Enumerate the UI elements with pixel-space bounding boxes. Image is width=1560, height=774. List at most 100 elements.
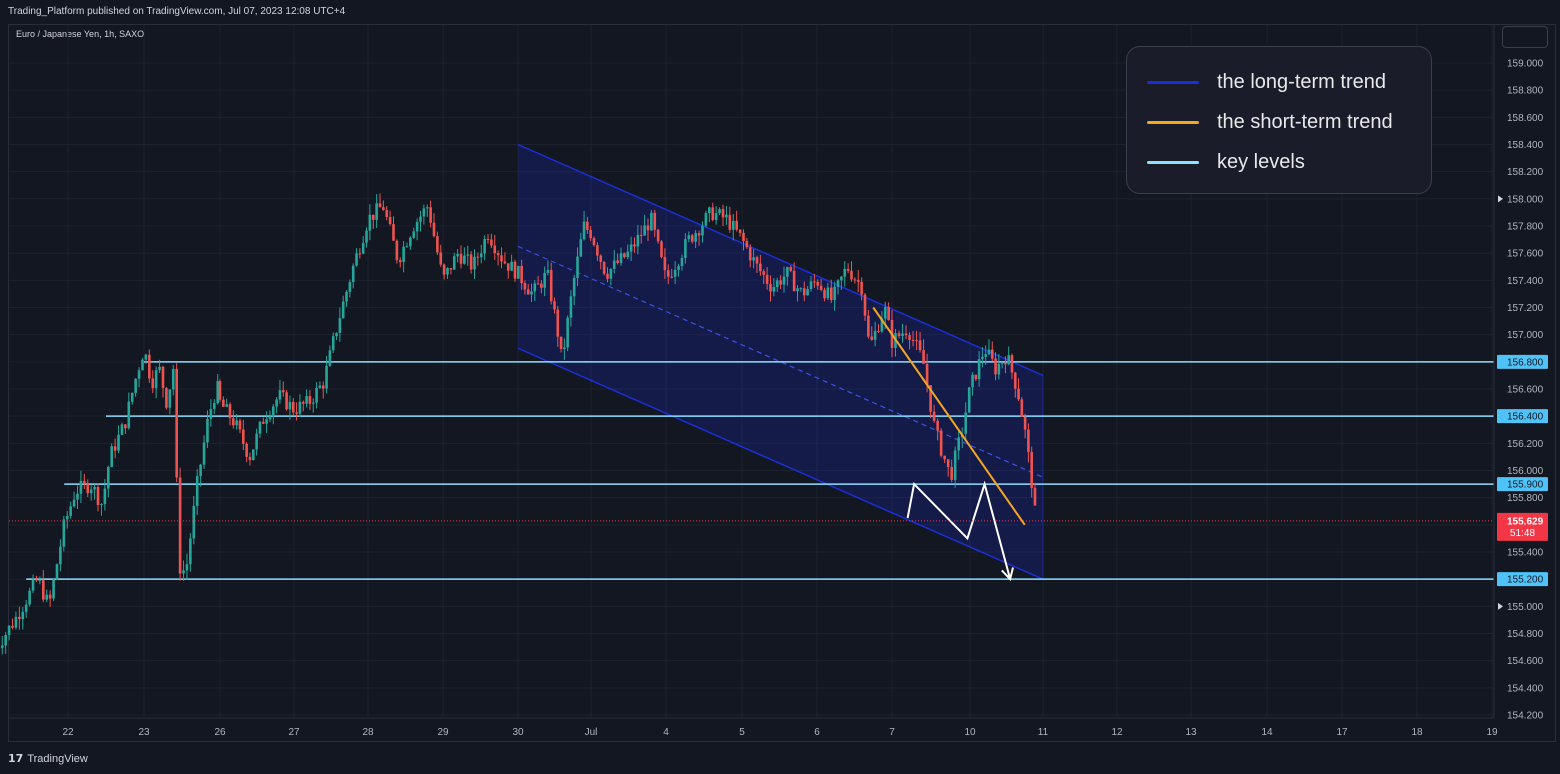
- candle-body: [86, 482, 90, 494]
- candle-body: [572, 277, 576, 297]
- candle-body: [469, 254, 473, 270]
- time-tick-label: 22: [62, 727, 74, 738]
- legend-swatch-long-term: [1147, 80, 1199, 84]
- tradingview-logo[interactable]: 17 TradingView: [8, 752, 88, 765]
- time-tick-label: 7: [889, 727, 895, 738]
- chart-settings-button[interactable]: [1502, 26, 1548, 48]
- candle-body: [563, 347, 566, 350]
- candle-body: [216, 381, 220, 404]
- time-tick-label: 19: [1486, 727, 1498, 738]
- candle-body: [964, 412, 968, 434]
- candle-body: [823, 289, 826, 299]
- candle-body: [432, 222, 436, 237]
- candle-body: [950, 466, 953, 480]
- candle-body: [100, 504, 103, 506]
- candle-body: [182, 570, 185, 574]
- candle-body: [656, 229, 660, 242]
- candle-body: [762, 271, 766, 275]
- candle-body: [89, 489, 93, 494]
- price-tick-label: 157.000: [1507, 330, 1544, 341]
- candle-body: [113, 446, 117, 451]
- candle-body: [285, 392, 288, 410]
- candle-body: [829, 287, 833, 301]
- candle-body: [1033, 487, 1037, 506]
- candle-body: [275, 399, 278, 407]
- candle-body: [72, 499, 76, 507]
- candle-body: [213, 403, 216, 409]
- candle-body: [517, 265, 520, 279]
- candle-body: [530, 291, 533, 295]
- candle-body: [759, 263, 762, 272]
- candle-body: [660, 241, 663, 258]
- tradingview-logo-icon: 17: [8, 752, 24, 765]
- candle-body: [915, 340, 918, 342]
- candle-body: [714, 213, 718, 220]
- candle-body: [199, 464, 202, 477]
- time-tick-label: 11: [1038, 727, 1049, 738]
- candle-body: [887, 307, 890, 321]
- candle-body: [904, 333, 908, 336]
- candle-body: [579, 239, 583, 257]
- candle-body: [261, 421, 265, 424]
- candle-body: [308, 396, 312, 404]
- candle-body: [402, 246, 405, 263]
- candle-body: [569, 296, 573, 318]
- candle-body: [202, 442, 206, 465]
- candle-body: [925, 363, 929, 386]
- candle-body: [45, 594, 49, 600]
- candle-body: [382, 207, 385, 211]
- candle-body: [358, 253, 362, 255]
- candle-body: [721, 209, 725, 218]
- candle-body: [697, 233, 701, 236]
- candle-body: [799, 288, 803, 290]
- price-tick-label: 154.400: [1507, 683, 1544, 694]
- candle-body: [405, 246, 409, 248]
- candle-body: [987, 349, 991, 355]
- candle-body: [375, 203, 378, 220]
- candle-body: [4, 634, 7, 646]
- candle-body: [873, 330, 877, 340]
- candle-body: [549, 269, 553, 302]
- candle-body: [826, 287, 830, 299]
- candle-body: [725, 214, 728, 218]
- candle-body: [536, 283, 540, 285]
- candle-body: [755, 257, 759, 264]
- candle-body: [984, 354, 987, 357]
- candle-body: [83, 480, 86, 483]
- candle-body: [62, 519, 66, 547]
- candle-body: [425, 207, 429, 209]
- candle-body: [48, 594, 52, 599]
- candle-body: [636, 234, 640, 247]
- candle-body: [990, 349, 994, 359]
- candle-body: [255, 433, 258, 450]
- candle-body: [225, 404, 228, 407]
- candle-body: [178, 477, 182, 574]
- candle-body: [840, 276, 843, 281]
- candle-body: [268, 416, 272, 420]
- candle-body: [626, 251, 630, 258]
- candle-body: [134, 378, 137, 393]
- candle-body: [708, 207, 711, 214]
- candle-body: [629, 244, 633, 252]
- candle-body: [616, 260, 619, 263]
- candle-body: [500, 255, 503, 262]
- candle-body: [666, 270, 670, 277]
- candle-body: [281, 390, 285, 393]
- last-price-badge: [1497, 512, 1548, 541]
- price-tick-label: 158.000: [1507, 194, 1544, 205]
- last-price-label: 155.629: [1507, 516, 1544, 527]
- price-tick-label: 154.600: [1507, 656, 1544, 667]
- candle-body: [981, 356, 984, 360]
- candle-body: [232, 418, 235, 426]
- time-axis: 22 23 26 27 28 29 30 Jul 4 5 6 7 10 11 12 13 14 17 18 19: [9, 717, 1498, 738]
- candle-body: [540, 283, 543, 288]
- time-tick-label: 10: [964, 727, 976, 738]
- candle-body: [18, 616, 21, 620]
- candle-body: [328, 350, 332, 366]
- candle-body: [419, 216, 422, 222]
- candle-body: [853, 279, 857, 281]
- candle-body: [452, 256, 456, 270]
- candle-body: [52, 579, 55, 599]
- price-tick-label: 157.600: [1507, 249, 1544, 260]
